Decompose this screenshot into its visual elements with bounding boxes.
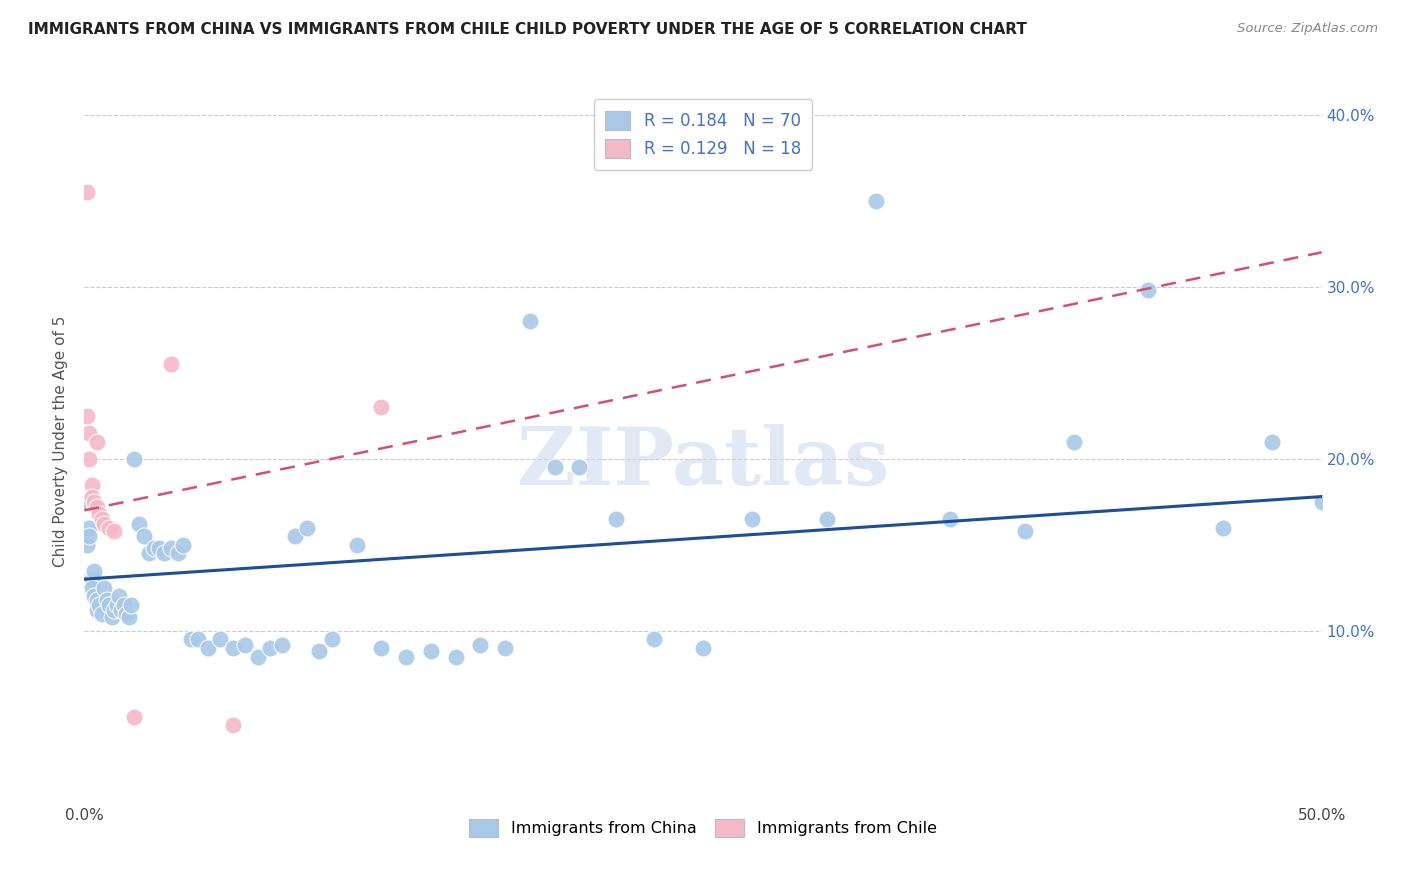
Point [79, 425, 101, 440]
Point [209, 632, 232, 647]
Point [605, 512, 627, 526]
Point [83, 564, 105, 578]
Point [222, 640, 245, 655]
Point [152, 546, 174, 560]
Point [643, 632, 665, 647]
Point [120, 598, 142, 612]
Legend: Immigrants from China, Immigrants from Chile: Immigrants from China, Immigrants from C… [461, 811, 945, 846]
Point [308, 644, 330, 658]
Point [76, 494, 98, 508]
Point [132, 529, 155, 543]
Text: IMMIGRANTS FROM CHINA VS IMMIGRANTS FROM CHILE CHILD POVERTY UNDER THE AGE OF 5 : IMMIGRANTS FROM CHINA VS IMMIGRANTS FROM… [28, 22, 1026, 37]
Point [110, 603, 132, 617]
Point [692, 640, 714, 655]
Point [93, 581, 115, 595]
Point [112, 598, 135, 612]
Point [86, 434, 108, 449]
Point [86, 603, 108, 617]
Point [568, 460, 591, 475]
Point [160, 357, 183, 371]
Point [1014, 524, 1036, 538]
Point [118, 610, 141, 624]
Point [122, 451, 145, 466]
Point [100, 610, 122, 624]
Point [90, 512, 112, 526]
Point [1261, 434, 1284, 449]
Point [98, 520, 121, 534]
Point [128, 517, 150, 532]
Point [76, 185, 98, 199]
Point [494, 640, 516, 655]
Point [370, 640, 392, 655]
Point [939, 512, 962, 526]
Point [1063, 434, 1085, 449]
Point [76, 409, 98, 423]
Point [865, 194, 887, 208]
Point [79, 529, 101, 543]
Point [470, 638, 492, 652]
Point [90, 607, 112, 621]
Text: Source: ZipAtlas.com: Source: ZipAtlas.com [1237, 22, 1378, 36]
Point [259, 640, 281, 655]
Point [76, 538, 98, 552]
Point [79, 520, 101, 534]
Point [321, 632, 343, 647]
Point [142, 541, 165, 556]
Point [222, 718, 245, 732]
Point [284, 529, 307, 543]
Point [80, 581, 103, 595]
Point [160, 541, 183, 556]
Point [187, 632, 209, 647]
Point [295, 520, 318, 534]
Point [83, 590, 105, 604]
Point [86, 500, 108, 514]
Point [96, 592, 118, 607]
Point [172, 538, 194, 552]
Point [233, 638, 256, 652]
Point [80, 477, 103, 491]
Point [741, 512, 763, 526]
Point [89, 598, 111, 612]
Point [197, 640, 219, 655]
Y-axis label: Child Poverty Under the Age of 5: Child Poverty Under the Age of 5 [53, 316, 69, 567]
Point [80, 490, 103, 504]
Point [180, 632, 202, 647]
Text: ZIPatlas: ZIPatlas [517, 425, 889, 502]
Point [246, 649, 269, 664]
Point [519, 314, 541, 328]
Point [105, 598, 128, 612]
Point [80, 572, 103, 586]
Point [148, 541, 170, 556]
Point [395, 649, 418, 664]
Point [419, 644, 441, 658]
Point [115, 607, 138, 621]
Point [444, 649, 467, 664]
Point [103, 603, 125, 617]
Point [89, 507, 111, 521]
Point [1310, 494, 1333, 508]
Point [93, 517, 115, 532]
Point [271, 638, 294, 652]
Point [138, 546, 160, 560]
Point [86, 592, 108, 607]
Point [815, 512, 838, 526]
Point [83, 494, 105, 508]
Point [346, 538, 368, 552]
Point [543, 460, 565, 475]
Point [167, 546, 190, 560]
Point [122, 710, 145, 724]
Point [1137, 283, 1160, 297]
Point [79, 451, 101, 466]
Point [103, 524, 125, 538]
Point [370, 400, 392, 414]
Point [1212, 520, 1234, 534]
Point [108, 590, 131, 604]
Point [98, 598, 121, 612]
